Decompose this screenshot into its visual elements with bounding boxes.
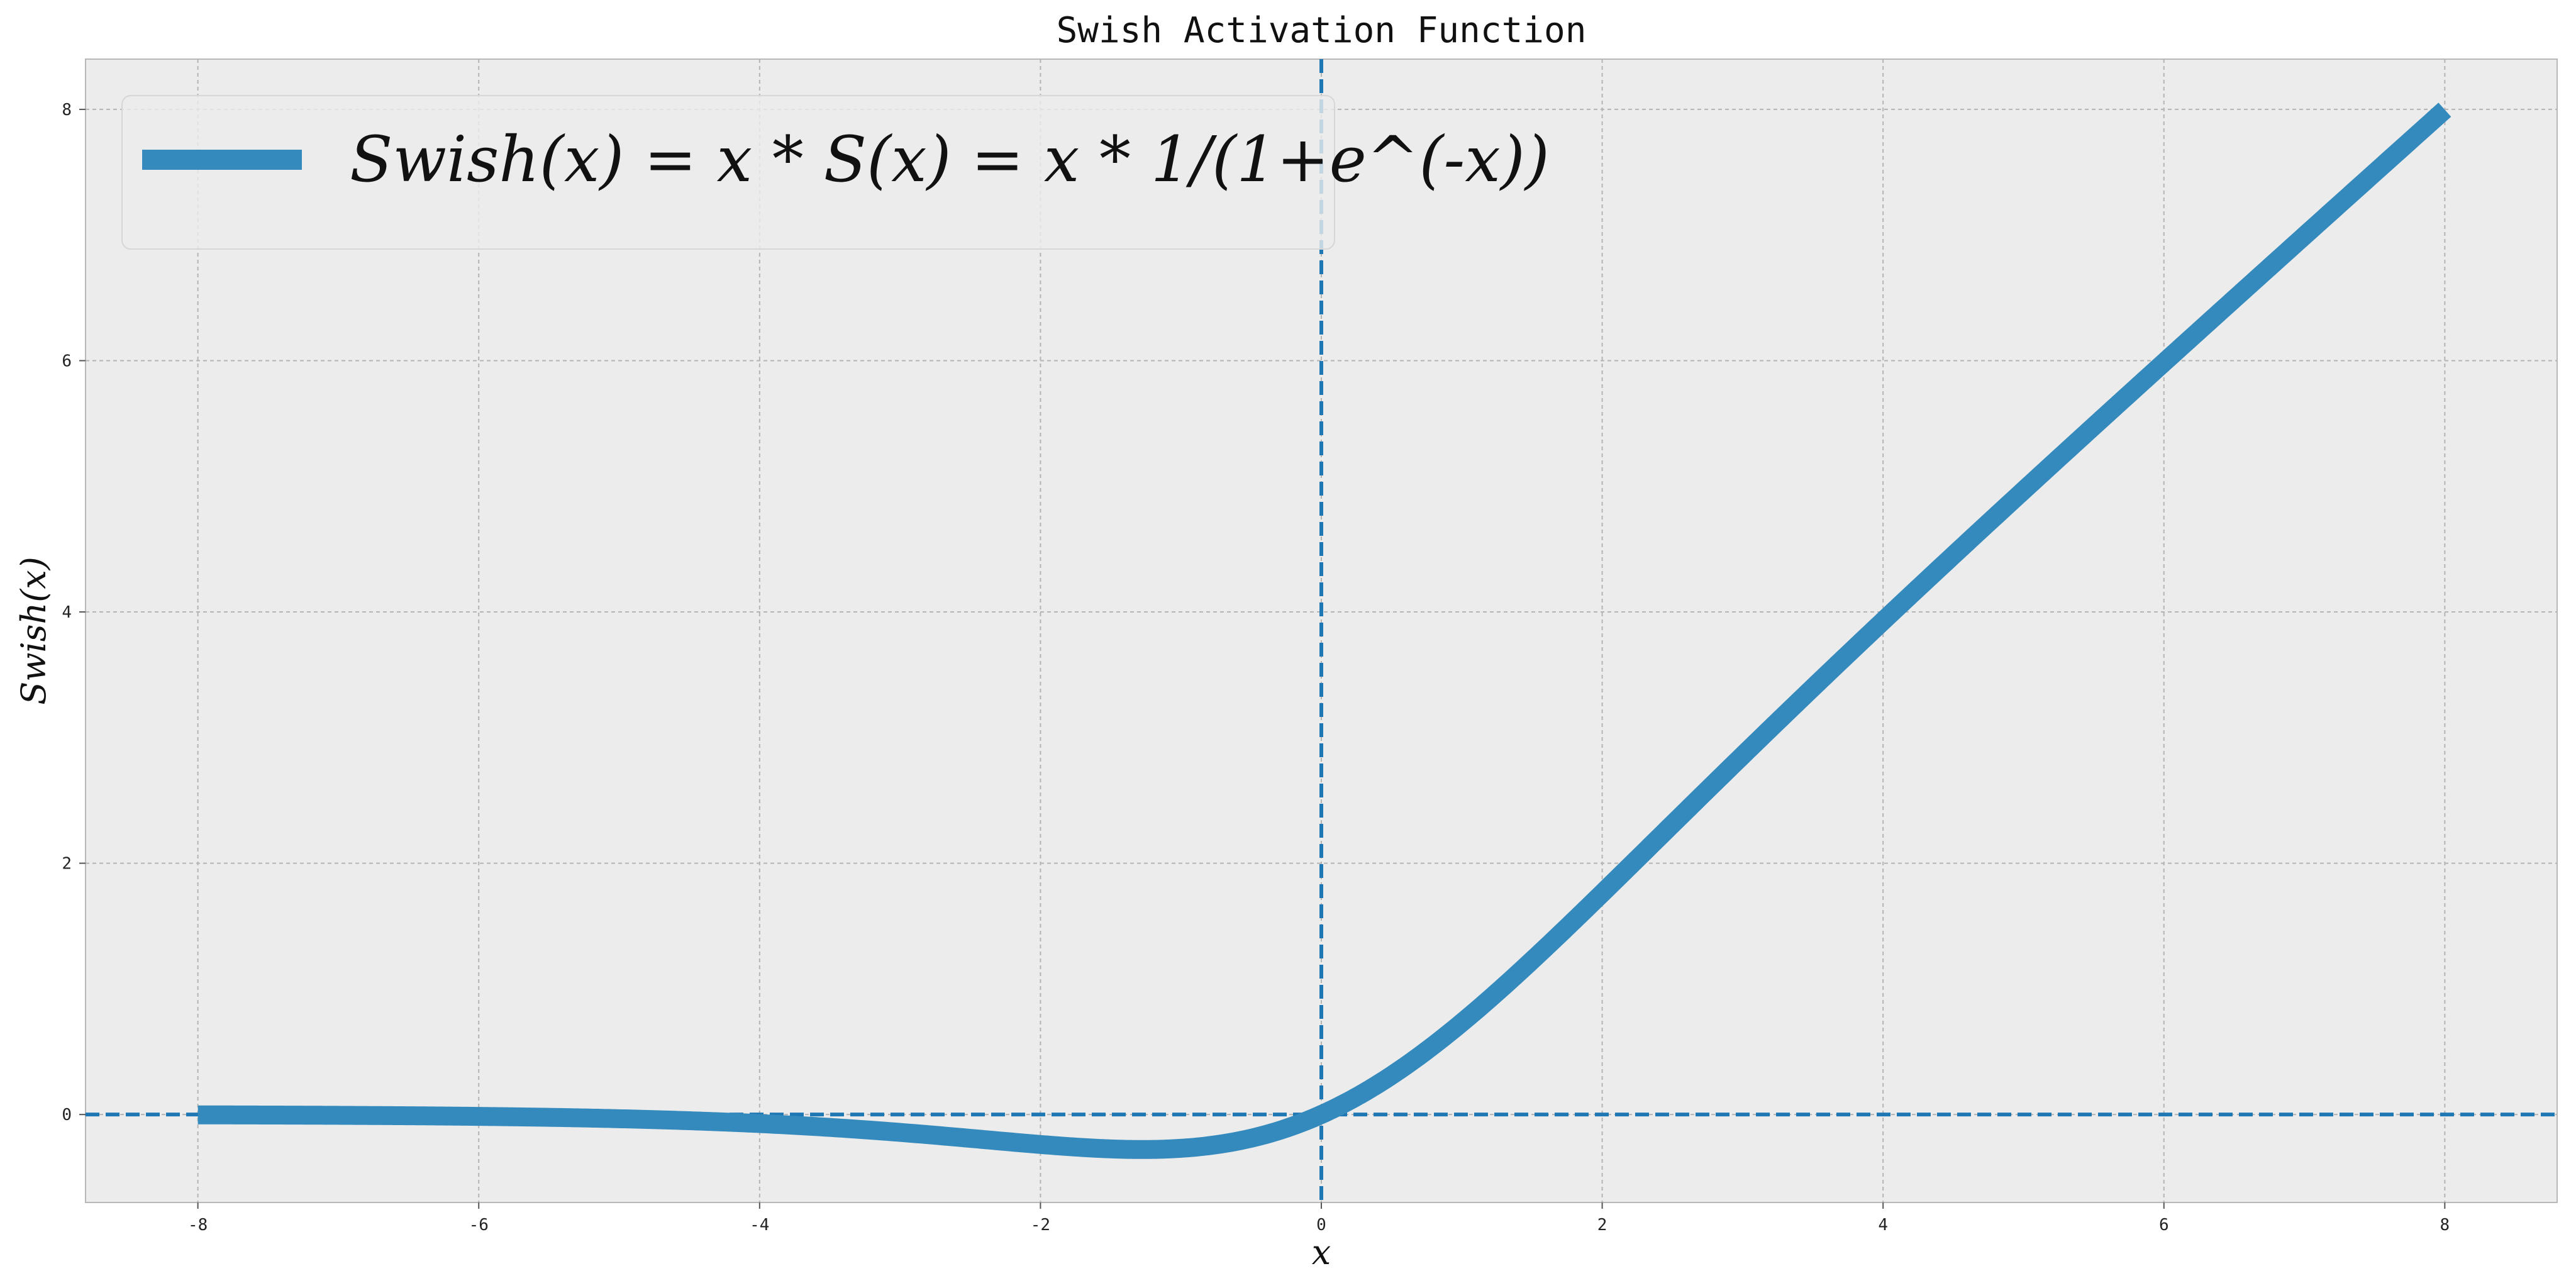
x-tick-label: 4 — [1878, 1216, 1888, 1235]
swish-curve — [191, 103, 2451, 1159]
chart-title: Swish Activation Function — [1057, 10, 1587, 51]
y-tick-label: 8 — [62, 101, 72, 119]
y-tick-label: 2 — [62, 855, 72, 874]
x-tick-label: 6 — [2159, 1216, 2169, 1235]
x-tick-label: -2 — [1031, 1216, 1050, 1235]
legend: Swish(x) = x * S(x) = x * 1/(1+e^(-x)) — [121, 95, 1550, 250]
x-tick-label: -6 — [469, 1216, 489, 1235]
y-tick-label: 6 — [62, 352, 72, 370]
x-tick-label: -4 — [750, 1216, 769, 1235]
x-tick-label: 2 — [1597, 1216, 1607, 1235]
series-layer — [191, 103, 2451, 1159]
x-tick-label: 0 — [1316, 1216, 1326, 1235]
tick-layer: -8 -6 -4 -2 0 2 4 6 8 0 2 4 6 8 — [62, 101, 2450, 1235]
x-tick-label: -8 — [188, 1216, 208, 1235]
y-tick-label: 4 — [62, 603, 72, 622]
y-tick-label: 0 — [62, 1106, 72, 1124]
legend-series-label: Swish(x) = x * S(x) = x * 1/(1+e^(-x)) — [350, 123, 1550, 196]
x-tick-label: 8 — [2440, 1216, 2450, 1235]
legend-box — [121, 95, 1335, 250]
x-axis-label: x — [1312, 1233, 1331, 1272]
y-axis-label: Swish(x) — [14, 557, 53, 705]
